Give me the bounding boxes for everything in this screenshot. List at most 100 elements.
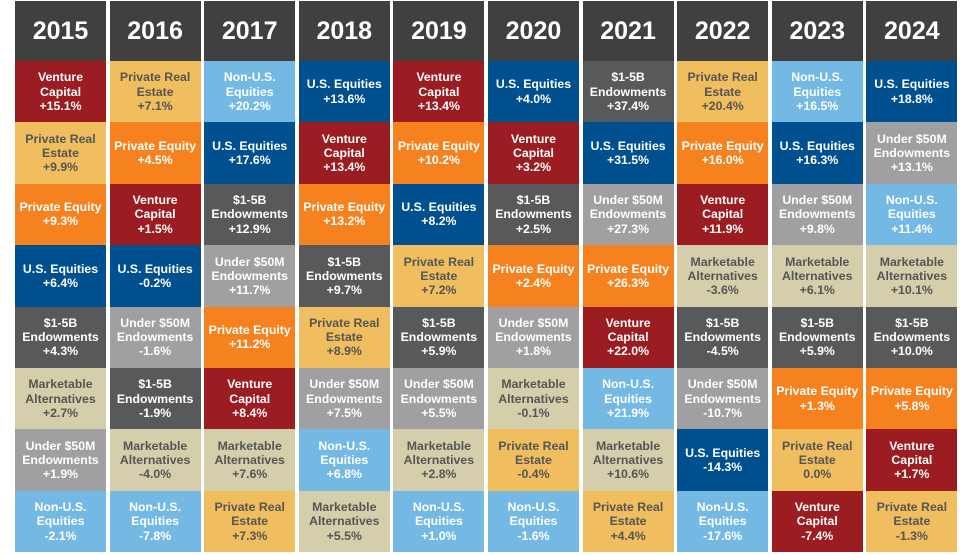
cell-non-u-s-equities: Non-U.S. Equities +6.8% (298, 429, 390, 491)
return-value-label: -0.1% (517, 405, 550, 420)
year-column-2019: 2019 Venture Capital +13.4% Private Equity +… (393, 1, 485, 553)
asset-class-label: Venture Capital (700, 193, 746, 222)
asset-class-label: U.S. Equities (306, 77, 382, 92)
return-value-label: +4.0% (515, 91, 552, 106)
year-header: 2021 (582, 1, 674, 61)
cell-non-u-s-equities: Non-U.S. Equities +21.9% (582, 367, 674, 430)
return-value-label: +2.4% (515, 275, 552, 290)
asset-class-label: Under $50M Endowments (589, 193, 667, 222)
cell-private-equity: Private Equity +26.3% (582, 245, 674, 307)
cell-1-5b-endowments: $1-5B Endowments +9.7% (298, 245, 390, 307)
asset-class-label: Marketable Alternatives (403, 438, 475, 467)
asset-class-label: Private Equity (870, 384, 953, 399)
cell-private-real-estate: Private Real Estate +4.4% (582, 490, 674, 553)
cell-1-5b-endowments: $1-5B Endowments +37.4% (582, 61, 674, 123)
asset-class-label: U.S. Equities (212, 138, 288, 153)
cell-1-5b-endowments: $1-5B Endowments +10.0% (866, 306, 958, 368)
cell-marketable-alternatives: Marketable Alternatives +2.7% (15, 367, 106, 430)
asset-class-label: Venture Capital (889, 438, 935, 467)
return-value-label: 0.0% (803, 467, 832, 482)
cell-non-u-s-equities: Non-U.S. Equities +1.0% (393, 490, 485, 553)
cell-non-u-s-equities: Non-U.S. Equities -2.1% (15, 490, 106, 553)
cell-1-5b-endowments: $1-5B Endowments +5.9% (771, 306, 863, 368)
asset-class-label: Under $50M Endowments (306, 377, 383, 406)
year-column-2018: 2018 U.S. Equities +13.6% Venture Capital +1… (298, 1, 390, 553)
asset-class-label: Private Equity (303, 200, 386, 215)
cell-non-u-s-equities: Non-U.S. Equities -7.8% (109, 490, 201, 553)
cell-venture-capital: Venture Capital +3.2% (487, 122, 579, 184)
year-column-2021: 2021 $1-5B Endowments +37.4% U.S. Equities +… (582, 1, 674, 553)
asset-class-label: Private Real Estate (782, 438, 853, 467)
asset-class-label: $1-5B Endowments (306, 254, 383, 283)
return-value-label: +2.5% (515, 221, 552, 236)
cell-u-s-equities: U.S. Equities -0.2% (109, 245, 201, 307)
asset-class-label: Non-U.S. Equities (507, 500, 560, 529)
return-value-label: -17.6% (703, 528, 743, 543)
return-value-label: +20.4% (701, 98, 744, 113)
return-value-label: +1.8% (515, 344, 552, 359)
asset-class-label: Private Equity (681, 138, 764, 153)
asset-class-label: Non-U.S. Equities (412, 500, 465, 529)
cell-marketable-alternatives: Marketable Alternatives +7.6% (204, 429, 296, 491)
return-value-label: -2.1% (44, 528, 77, 543)
return-value-label: +13.4% (417, 98, 460, 113)
cell-private-equity: Private Equity +11.2% (204, 306, 296, 368)
asset-class-label: Marketable Alternatives (782, 254, 853, 283)
year-column-2024: 2024 U.S. Equities +18.8% Under $50M Endowm… (866, 1, 958, 553)
asset-class-label: Under $50M Endowments (400, 377, 478, 406)
returns-quilt-chart: 2015 Venture Capital +15.1% Private Real Es… (15, 1, 958, 553)
cell-1-5b-endowments: $1-5B Endowments +2.5% (487, 183, 579, 246)
asset-class-label: Private Real Estate (876, 500, 948, 529)
return-value-label: +9.3% (42, 214, 79, 229)
asset-class-label: Under $50M Endowments (873, 131, 951, 160)
return-value-label: +7.2% (421, 282, 457, 297)
cell-private-equity: Private Equity +2.4% (487, 245, 579, 307)
return-value-label: +7.3% (232, 528, 268, 543)
cell-venture-capital: Venture Capital +1.5% (109, 183, 201, 246)
asset-class-label: Under $50M Endowments (684, 377, 761, 406)
return-value-label: +5.5% (326, 528, 362, 543)
asset-class-label: Non-U.S. Equities (129, 500, 182, 529)
return-value-label: +21.9% (607, 405, 650, 420)
cell-u-s-equities: U.S. Equities +4.0% (487, 61, 579, 123)
return-value-label: +9.9% (42, 160, 79, 175)
cell-u-s-equities: U.S. Equities +17.6% (204, 122, 296, 184)
year-column-2020: 2020 U.S. Equities +4.0% Venture Capital +3.… (487, 1, 579, 553)
cell-venture-capital: Venture Capital +13.4% (393, 61, 485, 123)
return-value-label: +2.7% (42, 405, 79, 420)
return-value-label: +7.1% (137, 98, 173, 113)
cell-private-equity: Private Equity +1.3% (771, 367, 863, 430)
cell-private-equity: Private Equity +13.2% (298, 183, 390, 246)
return-value-label: +22.0% (607, 344, 650, 359)
return-value-label: +10.2% (417, 153, 460, 168)
asset-class-label: Venture Capital (227, 377, 273, 406)
asset-class-label: Private Equity (208, 323, 291, 338)
return-value-label: +13.6% (323, 91, 366, 106)
return-value-label: +13.4% (323, 160, 366, 175)
return-value-label: +9.7% (326, 282, 362, 297)
asset-class-label: $1-5B Endowments (873, 315, 951, 345)
cell-u-s-equities: U.S. Equities -14.3% (677, 429, 769, 491)
year-column-2017: 2017 Non-U.S. Equities +20.2% U.S. Equities… (204, 1, 296, 553)
asset-class-label: Private Equity (492, 261, 575, 276)
asset-class-label: Venture Capital (321, 131, 367, 160)
cell-venture-capital: Venture Capital -7.4% (771, 490, 863, 553)
return-value-label: +2.8% (421, 467, 457, 482)
return-value-label: +4.4% (610, 528, 646, 543)
asset-class-label: Private Real Estate (403, 254, 475, 283)
cell-private-equity: Private Equity +10.2% (393, 122, 485, 184)
cell-under-50m-endowments: Under $50M Endowments +11.7% (204, 245, 296, 307)
return-value-label: +6.1% (799, 282, 835, 297)
cell-marketable-alternatives: Marketable Alternatives +5.5% (298, 490, 390, 553)
year-header: 2019 (393, 1, 485, 61)
cell-venture-capital: Venture Capital +8.4% (204, 367, 296, 430)
year-header: 2015 (15, 1, 106, 61)
return-value-label: -7.8% (139, 528, 172, 543)
return-value-label: -0.2% (139, 275, 172, 290)
return-value-label: +8.4% (232, 405, 268, 420)
cell-marketable-alternatives: Marketable Alternatives -4.0% (109, 429, 201, 491)
asset-class-label: Private Real Estate (498, 438, 569, 467)
asset-class-label: Marketable Alternatives (687, 254, 758, 283)
asset-class-label: Private Real Estate (25, 131, 96, 160)
year-header: 2018 (298, 1, 390, 61)
